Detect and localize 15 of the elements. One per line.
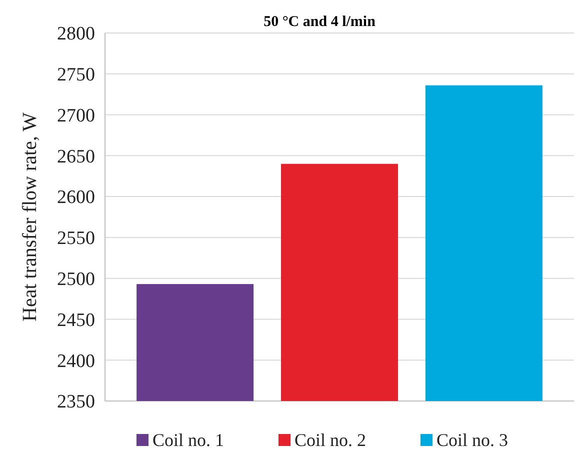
y-tick-label: 2400 [57, 350, 95, 372]
y-tick-label: 2750 [57, 64, 95, 86]
y-tick-label: 2800 [57, 24, 95, 45]
y-tick-label: 2500 [57, 268, 95, 290]
legend-label: Coil no. 3 [436, 430, 508, 450]
y-tick-label: 2550 [57, 228, 95, 250]
legend-label: Coil no. 2 [294, 430, 366, 450]
legend-label: Coil no. 1 [152, 430, 224, 450]
y-tick-label: 2350 [57, 392, 95, 413]
y-tick-label: 2600 [57, 187, 95, 208]
y-tick-label: 2450 [57, 310, 95, 331]
y-tick-label: 2650 [57, 146, 95, 168]
y-axis-title: Heat transfer flow rate, W [19, 112, 41, 322]
y-tick-label: 2700 [57, 105, 95, 126]
chart-title: 50 °C and 4 l/min [264, 14, 376, 30]
